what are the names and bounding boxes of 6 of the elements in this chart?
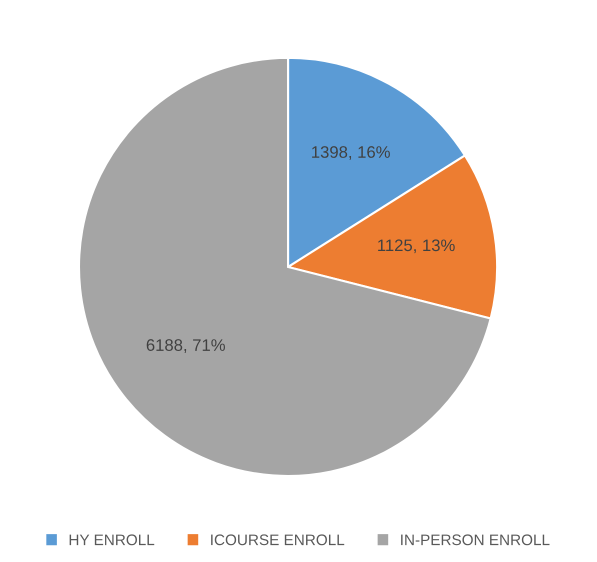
data-label: 6188, 71% [146,339,225,353]
data-label: 1125, 13% [378,239,455,254]
legend-label: HY ENROLL [70,534,154,546]
legend-label: ICOURSE ENROLL [211,534,344,546]
legend-label: IN-PERSON ENROLL [401,534,550,546]
data-label: 1398, 16% [312,146,390,160]
